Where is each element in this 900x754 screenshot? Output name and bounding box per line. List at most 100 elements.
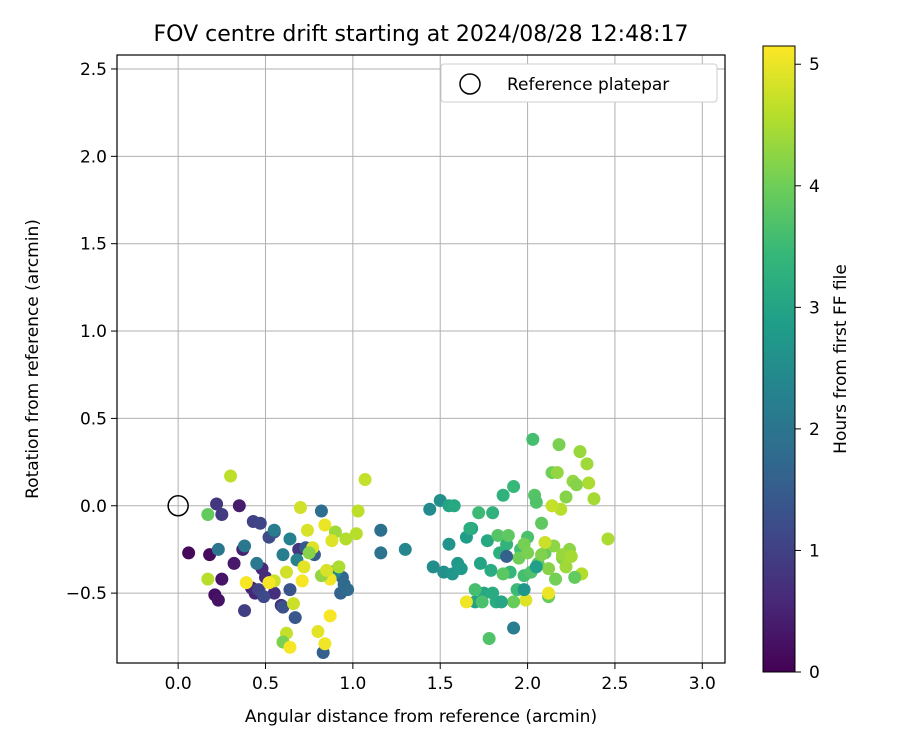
data-point <box>447 499 461 513</box>
x-tick-label: 1.0 <box>339 674 366 694</box>
data-point <box>542 562 556 576</box>
data-point <box>480 534 494 548</box>
data-point <box>507 621 521 635</box>
data-point <box>311 625 325 639</box>
x-tick-label: 0.5 <box>252 674 279 694</box>
data-point <box>293 501 307 515</box>
data-point <box>552 438 566 452</box>
data-point <box>215 572 229 586</box>
data-point <box>323 609 337 623</box>
data-point <box>349 527 363 541</box>
colorbar-tick-label: 4 <box>809 177 820 197</box>
data-point <box>295 574 309 588</box>
data-point <box>325 534 339 548</box>
data-point <box>494 595 508 609</box>
data-point <box>358 473 372 487</box>
data-point <box>257 590 271 604</box>
colorbar-tick-label: 2 <box>809 420 820 440</box>
reference-point <box>167 495 189 517</box>
data-point <box>300 523 314 537</box>
y-tick-label: 0.0 <box>80 497 107 517</box>
data-point <box>201 572 215 586</box>
data-point <box>526 432 540 446</box>
data-point <box>473 556 487 570</box>
data-point <box>320 563 334 577</box>
y-axis-label: Rotation from reference (arcmin) <box>23 219 43 499</box>
data-point <box>267 586 281 600</box>
data-point <box>468 583 482 597</box>
y-tick-label: −0.5 <box>66 584 107 604</box>
x-tick-label: 2.0 <box>514 674 541 694</box>
data-point <box>210 497 224 511</box>
data-point <box>232 499 246 513</box>
data-point <box>550 466 564 480</box>
colorbar-tick-label: 5 <box>809 55 820 75</box>
data-point <box>250 556 264 570</box>
data-point <box>559 490 573 504</box>
data-point <box>507 480 521 494</box>
data-point <box>253 516 267 530</box>
data-point <box>582 476 596 490</box>
colorbar-tick-label: 1 <box>809 541 820 561</box>
data-point <box>238 604 252 618</box>
data-point <box>267 523 281 537</box>
data-point <box>351 504 365 518</box>
data-point <box>302 546 316 560</box>
data-point <box>276 548 290 562</box>
data-point <box>535 548 549 562</box>
data-point <box>239 576 253 590</box>
data-point <box>529 560 543 574</box>
data-point <box>332 560 346 574</box>
x-axis-label: Angular distance from reference (arcmin) <box>245 707 597 727</box>
data-point <box>580 457 594 471</box>
legend-marker <box>459 73 481 95</box>
x-tick-label: 2.5 <box>601 674 628 694</box>
legend-label: Reference platepar <box>507 75 669 95</box>
colorbar-label: Hours from first FF file <box>831 264 851 454</box>
chart-title: FOV centre drift starting at 2024/08/28 … <box>154 22 689 47</box>
colorbar-ticks: 0 1 2 3 4 5 <box>795 55 820 683</box>
data-points <box>182 432 615 660</box>
data-point <box>538 535 552 549</box>
data-point <box>201 507 215 521</box>
data-point <box>501 528 515 542</box>
data-point <box>224 469 238 483</box>
data-point <box>517 583 531 597</box>
data-point <box>496 488 510 502</box>
data-point <box>374 546 388 560</box>
data-point <box>297 560 311 574</box>
data-point <box>484 563 498 577</box>
data-point <box>587 492 601 506</box>
data-point <box>507 595 521 609</box>
data-point <box>491 528 505 542</box>
data-point <box>211 593 225 607</box>
x-tick-label: 1.5 <box>427 674 454 694</box>
data-point <box>341 583 355 597</box>
y-tick-label: 1.0 <box>80 322 107 342</box>
data-point <box>459 595 473 609</box>
data-point <box>279 565 293 579</box>
y-tick-label: 2.0 <box>80 147 107 167</box>
plot-frame <box>116 54 726 664</box>
data-point <box>211 542 225 556</box>
data-point <box>286 597 300 611</box>
data-point <box>238 539 252 553</box>
data-point <box>262 576 276 590</box>
data-point <box>426 560 440 574</box>
x-tick-label: 3.0 <box>689 674 716 694</box>
data-point <box>564 549 578 563</box>
y-tick-label: 1.5 <box>80 235 107 255</box>
data-point <box>227 556 241 570</box>
data-point <box>545 499 559 513</box>
data-point <box>215 507 229 521</box>
data-point <box>549 572 563 586</box>
data-point <box>519 593 533 607</box>
data-point <box>182 546 196 560</box>
y-tick-label: 0.5 <box>80 409 107 429</box>
data-point <box>318 518 332 532</box>
data-point <box>374 523 388 537</box>
data-point <box>442 537 456 551</box>
y-tick-label: 2.5 <box>80 60 107 80</box>
data-point <box>454 562 468 576</box>
